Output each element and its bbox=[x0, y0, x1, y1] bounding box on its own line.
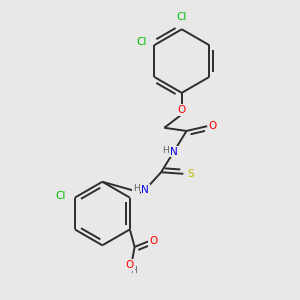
Text: N: N bbox=[170, 147, 178, 157]
Text: Cl: Cl bbox=[136, 37, 147, 47]
Text: N: N bbox=[141, 185, 149, 195]
Text: O: O bbox=[126, 260, 134, 270]
Text: S: S bbox=[187, 169, 194, 179]
Text: Cl: Cl bbox=[177, 12, 187, 22]
Text: Cl: Cl bbox=[56, 191, 66, 201]
Text: O: O bbox=[178, 105, 186, 115]
Text: O: O bbox=[149, 236, 157, 246]
Text: H: H bbox=[163, 146, 169, 154]
Text: H: H bbox=[133, 184, 140, 193]
Text: H: H bbox=[130, 266, 136, 275]
Text: O: O bbox=[209, 121, 217, 131]
